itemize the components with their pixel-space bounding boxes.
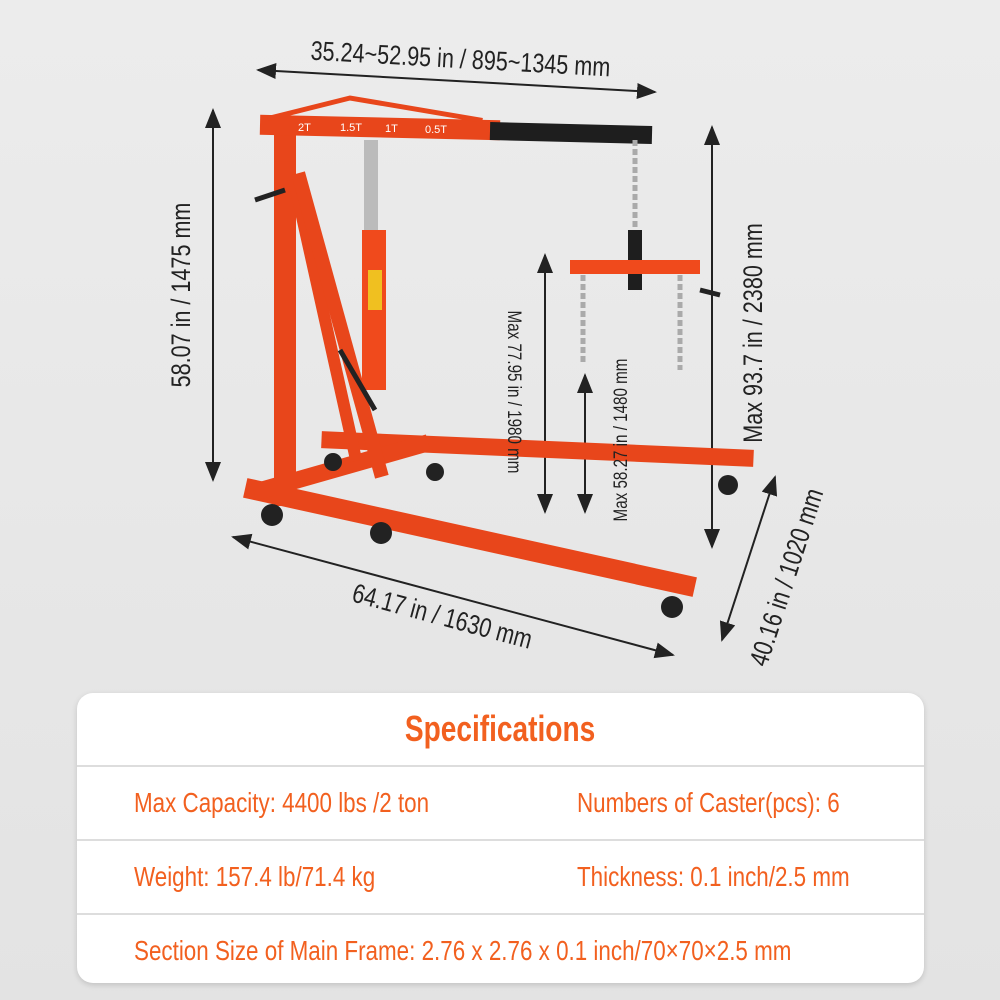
spec-weight: Weight: 157.4 lb/71.4 kg bbox=[134, 861, 376, 892]
boom-label: 0.5T bbox=[425, 124, 447, 136]
dimension-lines bbox=[205, 63, 778, 659]
leg-length-label: 64.17 in / 1630 mm bbox=[349, 579, 535, 656]
max-lift-hook-label: Max 77.95 in / 1980 mm bbox=[504, 311, 526, 474]
boom-capacity-labels: 2T 1.5T 1T 0.5T bbox=[298, 122, 447, 136]
spec-row: Max Capacity: 4400 lbs /2 ton Numbers of… bbox=[77, 767, 924, 841]
crane-diagram: 2T 1.5T 1T 0.5T 35.24~52.95 in / 895~134… bbox=[167, 36, 830, 670]
max-lift-chain-label: Max 58.27 in / 1480 mm bbox=[609, 359, 631, 522]
boom-label: 1T bbox=[385, 123, 398, 135]
spec-row: Weight: 157.4 lb/71.4 kg Thickness: 0.1 … bbox=[77, 841, 924, 915]
spec-max-capacity: Max Capacity: 4400 lbs /2 ton bbox=[134, 787, 430, 818]
mast-height-label: 58.07 in / 1475 mm bbox=[167, 203, 197, 388]
boom-label: 2T bbox=[298, 122, 311, 134]
max-height-label: Max 93.7 in / 2380 mm bbox=[739, 223, 769, 443]
casters bbox=[261, 453, 738, 618]
width-label: 40.16 in / 1020 mm bbox=[744, 485, 829, 670]
spec-casters: Numbers of Caster(pcs): 6 bbox=[577, 787, 840, 818]
spec-thickness: Thickness: 0.1 inch/2.5 mm bbox=[577, 861, 850, 892]
specifications-card: Specifications Max Capacity: 4400 lbs /2… bbox=[77, 693, 924, 983]
specifications-title: Specifications bbox=[405, 708, 596, 749]
engine-crane-illustration: 2T 1.5T 1T 0.5T bbox=[243, 95, 754, 618]
spec-section-size: Section Size of Main Frame: 2.76 x 2.76 … bbox=[134, 935, 792, 966]
boom-label: 1.5T bbox=[340, 122, 362, 134]
spec-row: Section Size of Main Frame: 2.76 x 2.76 … bbox=[77, 915, 924, 983]
